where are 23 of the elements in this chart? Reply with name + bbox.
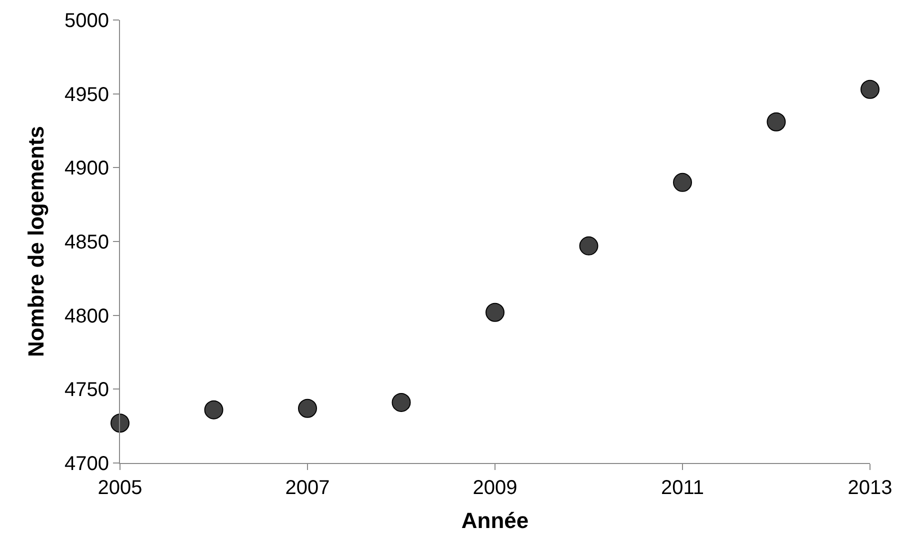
x-tick-label: 2009 [472, 477, 518, 499]
x-tick-label: 2011 [660, 477, 704, 499]
y-tick-label: 4900 [64, 158, 109, 180]
point [860, 80, 880, 99]
point [204, 400, 224, 420]
point [298, 398, 317, 418]
point [766, 112, 786, 132]
y-tick-label: 4800 [64, 305, 109, 328]
y-tick-label: 4750 [64, 379, 109, 402]
x-axis-title: Année [461, 508, 529, 533]
point [392, 392, 411, 412]
point [673, 172, 692, 192]
x-tick-label: 2013 [848, 477, 892, 499]
point [110, 414, 130, 433]
x-tick-label: 2007 [285, 477, 330, 499]
y-tick-label: 4700 [64, 453, 109, 475]
y-tick-label: 4950 [64, 84, 109, 106]
point [579, 236, 598, 256]
y-tick-label: 4850 [64, 232, 109, 254]
y-tick-label: 5000 [64, 10, 109, 32]
x-tick-label: 2005 [98, 477, 142, 499]
y-axis-title: Nombre de logements [23, 126, 48, 358]
point [486, 302, 504, 322]
